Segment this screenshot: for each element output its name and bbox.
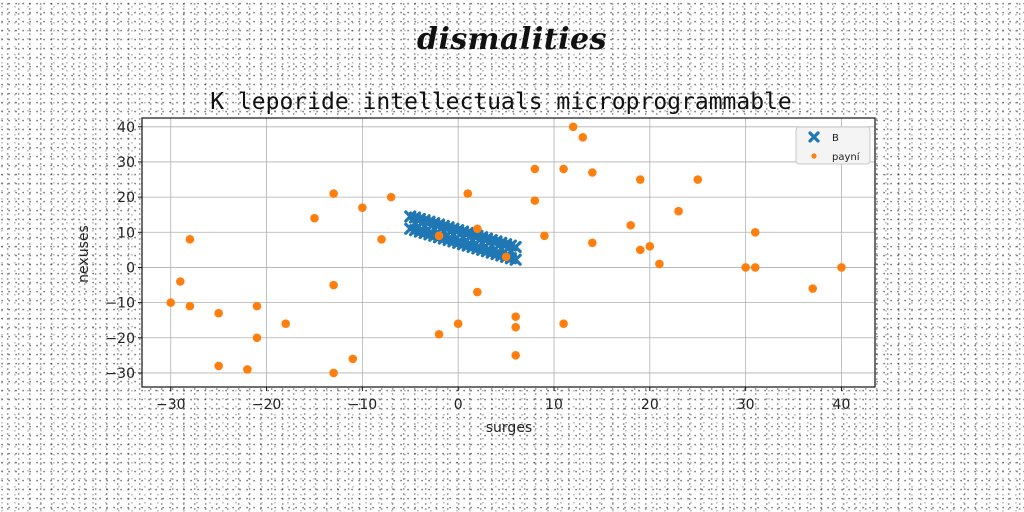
legend-label: payní [832,151,861,163]
data-point-payni [588,168,597,177]
data-point-payni [434,231,444,241]
data-point-payni [348,354,358,364]
x-tick-label: 30 [737,397,755,413]
data-point-b [509,253,522,266]
data-point-payni [511,322,520,332]
x-tick-label: 10 [545,397,563,413]
y-tick-label: 0 [126,260,135,276]
data-point-b [466,233,479,247]
data-point-payni [511,351,520,360]
x-tick-label: −20 [252,397,282,413]
data-point-b [495,242,508,255]
chart-title: K leporide intellectuals microprogrammab… [210,89,792,115]
data-point-payni [473,287,482,297]
y-tick-label: 10 [117,225,135,241]
legend-marker-payni [811,153,817,159]
data-point-payni [837,263,846,272]
y-tick-label: −20 [105,331,135,347]
y-tick-label: −30 [105,366,135,382]
data-point-payni [578,133,588,142]
data-point-payni [329,280,338,290]
data-point-payni [453,319,463,329]
data-point-payni [310,213,319,223]
data-points [166,122,846,378]
data-point-payni [511,312,520,321]
data-point-payni [243,365,252,374]
x-tick-label: −10 [348,397,378,413]
data-point-payni [377,235,386,244]
data-point-payni [252,301,262,311]
banner-title: dismalities [417,22,607,57]
data-point-payni [434,329,444,339]
x-tick-label: 0 [454,397,463,413]
axis-ticks: −30 −20 −10 0 10 20 30 40 −30 −20 −10 0 10 20 30 40 [105,120,850,413]
x-tick-label: −30 [156,397,186,413]
data-point-b [476,236,489,249]
data-point-payni [185,235,195,244]
data-point-payni [635,175,645,184]
data-point-payni [463,189,473,198]
grid-lines [142,118,875,387]
data-point-payni [281,319,291,329]
x-tick-label: 20 [641,397,659,413]
data-point-payni [252,333,262,343]
legend-label: B [832,133,839,144]
data-point-payni [693,175,703,184]
data-point-payni [530,164,540,174]
data-point-payni [559,164,568,174]
data-point-payni [214,361,223,371]
data-point-payni [808,284,818,293]
data-point-payni [329,189,338,198]
y-tick-label: 20 [117,190,135,206]
plot-frame [141,117,876,388]
data-point-payni [750,263,760,272]
data-point-payni [568,122,578,132]
data-point-b [447,228,460,241]
data-point-payni [214,308,223,318]
y-tick-label: −10 [105,296,135,312]
data-point-payni [655,259,664,269]
data-point-payni [501,252,511,262]
x-axis-label: surges [486,420,532,436]
data-point-payni [635,245,645,255]
data-point-payni [645,242,655,251]
data-point-payni [588,238,597,248]
data-point-b [408,217,422,230]
data-point-payni [358,203,367,212]
data-point-b [456,231,470,244]
data-point-b [428,222,441,235]
data-point-payni [674,206,683,216]
data-point-payni [559,319,568,329]
y-axis-label: nexuses [76,225,92,283]
data-point-payni [750,227,760,237]
data-point-payni [626,220,635,230]
data-point-payni [176,277,185,286]
data-point-payni [329,368,338,378]
data-point-payni [185,301,195,311]
y-tick-label: 40 [117,120,135,136]
data-point-b [485,239,498,252]
data-point-b [418,219,431,233]
data-point-payni [741,263,750,272]
y-tick-label: 30 [117,155,135,171]
data-point-payni [386,192,396,202]
data-point-payni [540,231,549,241]
legend-marker-b [808,131,820,143]
data-point-payni [530,196,540,205]
data-point-payni [473,224,482,234]
data-point-payni [166,298,176,307]
x-tick-label: 40 [833,397,851,413]
